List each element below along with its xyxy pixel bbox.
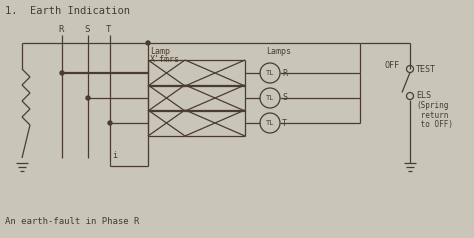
Text: return: return (416, 110, 448, 119)
Text: ELS: ELS (416, 91, 431, 100)
Text: i: i (112, 150, 117, 159)
Circle shape (60, 71, 64, 75)
Text: TL: TL (266, 120, 274, 126)
Text: S: S (84, 25, 90, 34)
Text: OFF: OFF (385, 60, 400, 69)
Text: R: R (58, 25, 64, 34)
Text: Lamps: Lamps (266, 46, 291, 55)
Text: TEST: TEST (416, 64, 436, 74)
Text: T: T (106, 25, 111, 34)
Text: TL: TL (266, 95, 274, 101)
Text: (Spring: (Spring (416, 101, 448, 110)
Text: X'fmrs: X'fmrs (150, 55, 180, 64)
Text: R: R (282, 69, 287, 78)
Text: An earth-fault in Phase R: An earth-fault in Phase R (5, 217, 139, 226)
Text: TL: TL (266, 70, 274, 76)
Text: Lamp: Lamp (150, 46, 170, 55)
Circle shape (146, 41, 150, 45)
Circle shape (86, 96, 90, 100)
Circle shape (108, 121, 112, 125)
Text: to OFF): to OFF) (416, 119, 453, 129)
Text: S: S (282, 94, 287, 103)
Text: T: T (282, 119, 287, 128)
Text: 1.  Earth Indication: 1. Earth Indication (5, 6, 130, 16)
